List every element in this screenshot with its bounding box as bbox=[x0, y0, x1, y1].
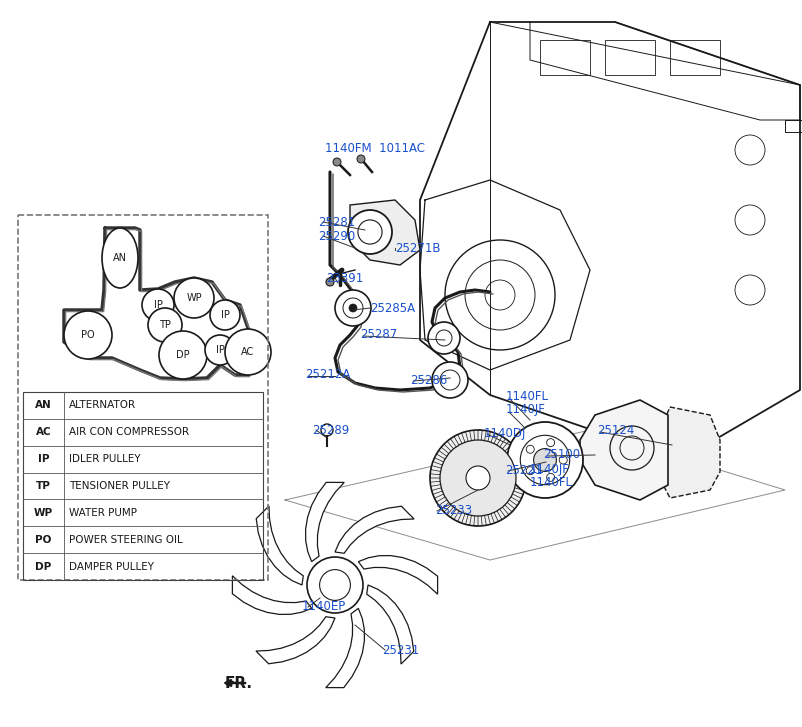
Text: DAMPER PULLEY: DAMPER PULLEY bbox=[69, 561, 154, 571]
Circle shape bbox=[348, 210, 392, 254]
Circle shape bbox=[559, 456, 567, 464]
Circle shape bbox=[349, 304, 357, 312]
Polygon shape bbox=[335, 506, 414, 553]
Circle shape bbox=[526, 445, 534, 453]
Text: POWER STEERING OIL: POWER STEERING OIL bbox=[69, 535, 183, 545]
Text: WATER PUMP: WATER PUMP bbox=[69, 508, 137, 518]
Text: 1140JF: 1140JF bbox=[506, 403, 546, 417]
Text: 25285A: 25285A bbox=[370, 302, 415, 315]
Circle shape bbox=[428, 322, 460, 354]
Text: AN: AN bbox=[35, 401, 52, 411]
Text: PO: PO bbox=[81, 330, 95, 340]
Polygon shape bbox=[326, 608, 364, 688]
Text: 25233: 25233 bbox=[435, 504, 472, 516]
Circle shape bbox=[326, 278, 334, 286]
Bar bbox=[785, 120, 802, 132]
Circle shape bbox=[533, 449, 557, 471]
Ellipse shape bbox=[225, 329, 271, 375]
Circle shape bbox=[440, 440, 516, 516]
Ellipse shape bbox=[102, 228, 138, 288]
Circle shape bbox=[321, 424, 333, 436]
Text: 25287: 25287 bbox=[360, 329, 397, 342]
Bar bbox=[540, 40, 590, 75]
Text: IP: IP bbox=[38, 454, 49, 464]
Polygon shape bbox=[358, 555, 438, 594]
Circle shape bbox=[547, 473, 555, 481]
Text: 1140FL: 1140FL bbox=[530, 476, 573, 489]
Text: DP: DP bbox=[176, 350, 190, 360]
Polygon shape bbox=[656, 407, 720, 498]
Polygon shape bbox=[580, 400, 668, 500]
Text: WP: WP bbox=[34, 508, 53, 518]
Text: 25281: 25281 bbox=[318, 215, 355, 228]
Bar bbox=[23, 392, 263, 580]
Text: 1140FL: 1140FL bbox=[506, 390, 549, 403]
Text: PO: PO bbox=[35, 535, 51, 545]
Text: DP: DP bbox=[35, 561, 51, 571]
Ellipse shape bbox=[210, 300, 240, 330]
Text: 25286: 25286 bbox=[410, 374, 448, 387]
Circle shape bbox=[335, 290, 371, 326]
Text: ALTERNATOR: ALTERNATOR bbox=[69, 401, 136, 411]
Text: TP: TP bbox=[36, 481, 51, 491]
Text: AC: AC bbox=[241, 347, 254, 357]
Circle shape bbox=[466, 466, 490, 490]
Text: 1140FM  1011AC: 1140FM 1011AC bbox=[325, 142, 425, 155]
Text: AIR CON COMPRESSOR: AIR CON COMPRESSOR bbox=[69, 427, 189, 437]
Text: AC: AC bbox=[35, 427, 51, 437]
Ellipse shape bbox=[148, 308, 182, 342]
Ellipse shape bbox=[174, 278, 214, 318]
Text: 1140JF: 1140JF bbox=[530, 464, 570, 476]
Circle shape bbox=[432, 362, 468, 398]
Bar bbox=[605, 40, 655, 75]
Text: TP: TP bbox=[159, 320, 171, 330]
Circle shape bbox=[507, 422, 583, 498]
Circle shape bbox=[357, 155, 365, 163]
Polygon shape bbox=[306, 483, 344, 562]
Text: 25100: 25100 bbox=[543, 449, 580, 462]
Text: IDLER PULLEY: IDLER PULLEY bbox=[69, 454, 140, 464]
Ellipse shape bbox=[205, 335, 235, 365]
Text: 25290: 25290 bbox=[318, 230, 355, 243]
Circle shape bbox=[526, 467, 534, 475]
Text: 25231: 25231 bbox=[382, 643, 419, 656]
Circle shape bbox=[430, 430, 526, 526]
Text: 25271B: 25271B bbox=[395, 241, 440, 254]
Text: IP: IP bbox=[216, 345, 225, 355]
Polygon shape bbox=[256, 506, 303, 585]
Text: 1140DJ: 1140DJ bbox=[484, 427, 526, 440]
Text: WP: WP bbox=[186, 293, 202, 303]
Text: IP: IP bbox=[153, 300, 163, 310]
Polygon shape bbox=[256, 616, 335, 664]
Circle shape bbox=[333, 158, 341, 166]
Text: 25212A: 25212A bbox=[305, 369, 350, 382]
Text: 23391: 23391 bbox=[326, 271, 363, 284]
Text: AN: AN bbox=[113, 253, 127, 263]
Polygon shape bbox=[350, 200, 420, 265]
Polygon shape bbox=[233, 576, 312, 614]
Text: 25289: 25289 bbox=[312, 424, 349, 436]
Circle shape bbox=[547, 438, 555, 446]
Ellipse shape bbox=[64, 311, 112, 359]
Text: FR.: FR. bbox=[225, 675, 253, 691]
Text: 25221: 25221 bbox=[505, 464, 542, 476]
Text: IP: IP bbox=[221, 310, 229, 320]
Bar bbox=[670, 40, 720, 75]
Circle shape bbox=[307, 557, 363, 613]
Text: 1140EP: 1140EP bbox=[302, 601, 346, 614]
Polygon shape bbox=[367, 585, 414, 664]
Text: TENSIONER PULLEY: TENSIONER PULLEY bbox=[69, 481, 170, 491]
Ellipse shape bbox=[159, 331, 207, 379]
Ellipse shape bbox=[142, 289, 174, 321]
Bar bbox=[18, 215, 268, 580]
Text: 25124: 25124 bbox=[597, 424, 634, 436]
